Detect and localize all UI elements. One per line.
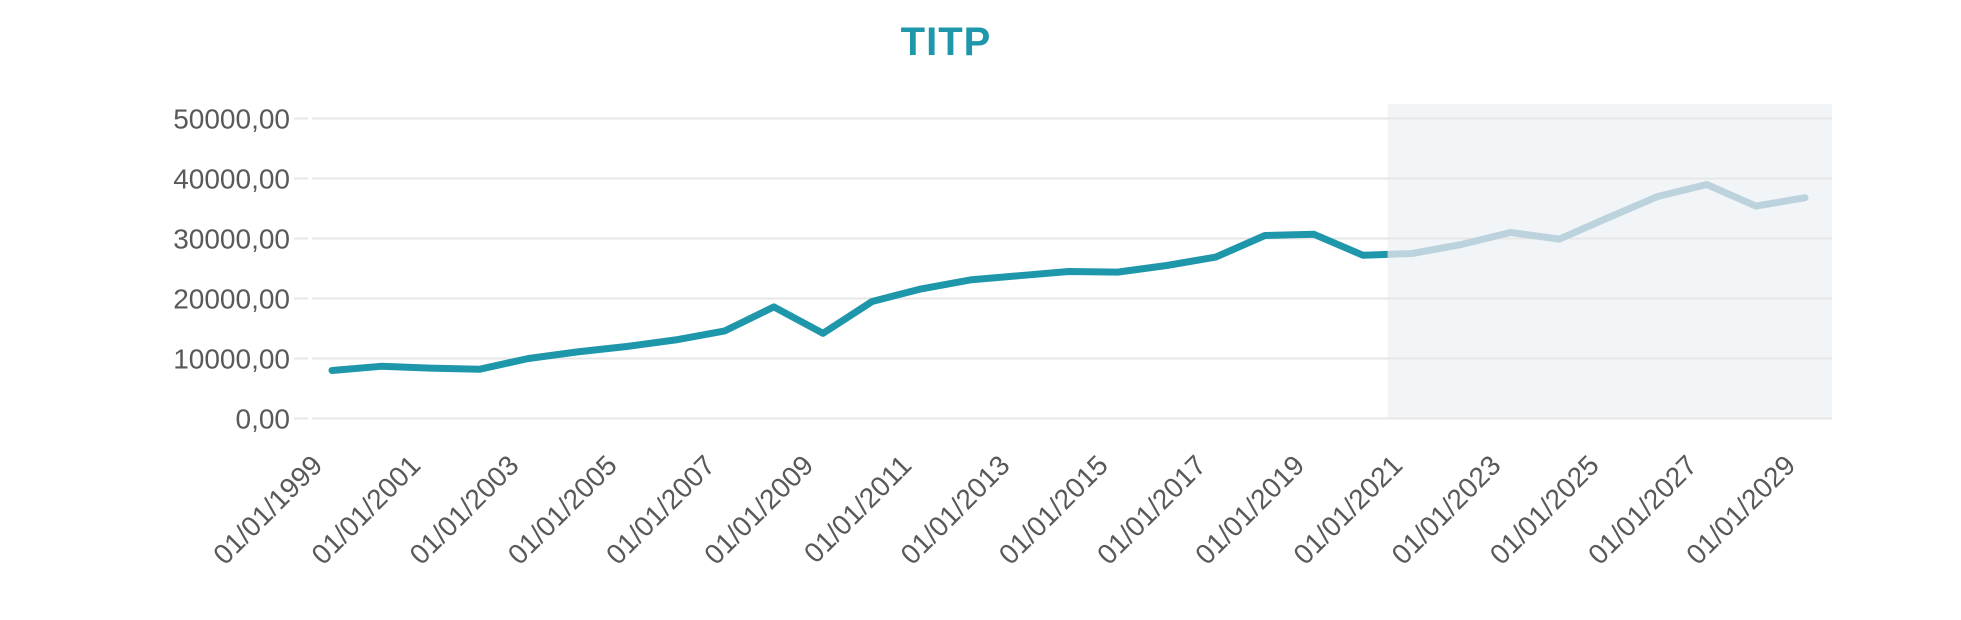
y-axis-tick-label: 10000,00 bbox=[173, 344, 290, 375]
y-axis-tick-label: 0,00 bbox=[236, 404, 291, 435]
y-axis-tick-label: 40000,00 bbox=[173, 164, 290, 195]
chart-title: TITP bbox=[900, 20, 992, 64]
y-axis-tick-label: 20000,00 bbox=[173, 284, 290, 315]
y-axis-tick-label: 50000,00 bbox=[173, 104, 290, 135]
forecast-series-line bbox=[1387, 181, 1809, 258]
forecast-band bbox=[1387, 104, 1832, 420]
y-axis-tick-label: 30000,00 bbox=[173, 224, 290, 255]
historical-series-line bbox=[328, 230, 1388, 374]
